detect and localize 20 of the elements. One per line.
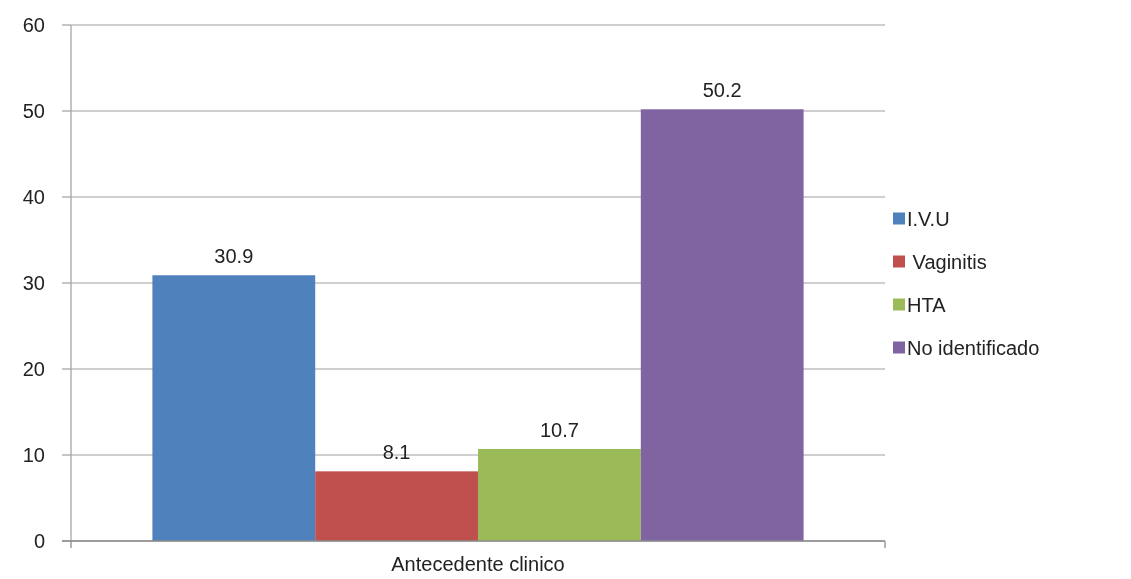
y-tick-label: 40 [22,186,45,208]
data-label: 10.7 [539,418,579,441]
y-tick-label: 10 [22,444,45,466]
y-tick-label: 20 [22,358,45,380]
legend-label: Vaginitis [907,250,987,273]
bar [315,471,478,541]
data-label: 50.2 [702,79,742,102]
data-label: 30.9 [214,245,254,268]
y-tick-label: 60 [22,14,45,36]
legend-label: HTA [907,293,947,316]
data-label: 8.1 [382,441,411,464]
y-tick-label: 0 [33,530,45,552]
bar [152,275,316,541]
y-tick-label: 30 [22,272,45,294]
legend-label: No identificado [907,336,1040,359]
x-tick-label: Antecedente clinico [391,553,565,575]
bar [478,448,641,541]
legend-label: I.V.U [907,207,950,230]
y-tick-label: 50 [22,100,45,122]
bar [640,109,804,541]
